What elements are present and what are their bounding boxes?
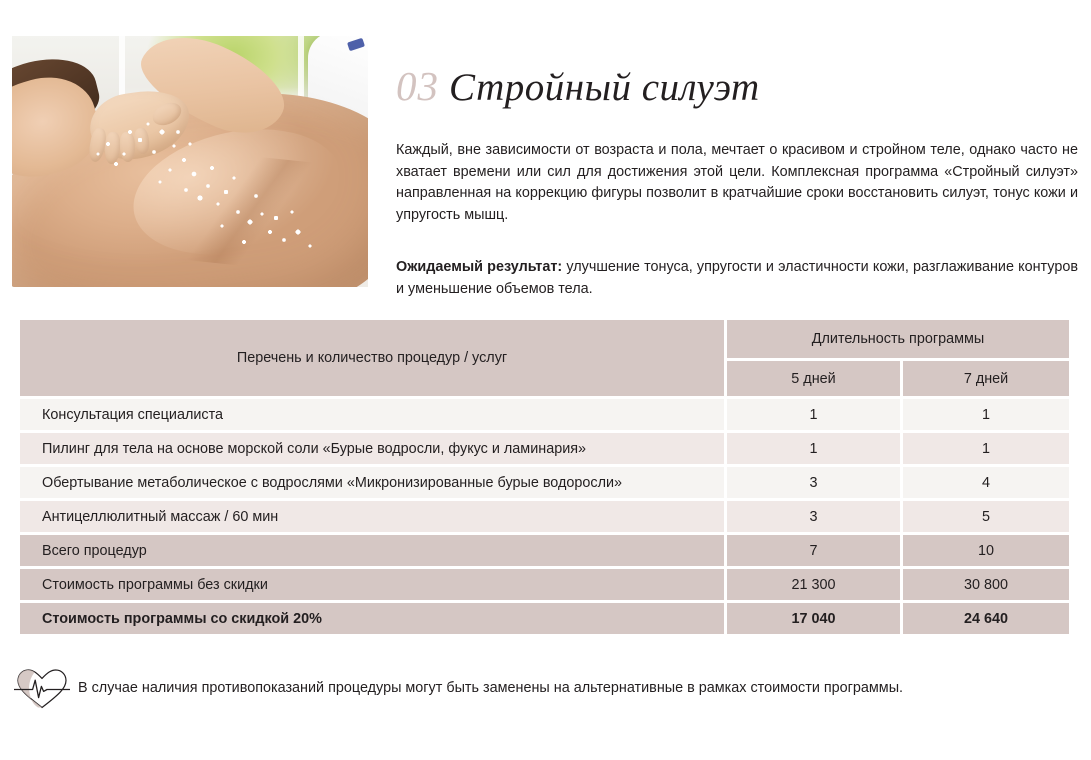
table-header-row-1: Перечень и количество процедур / услуг Д… <box>20 320 1073 399</box>
row-service-name: Консультация специалиста <box>20 399 727 433</box>
table-header-row-2: 5 дней 7 дней <box>20 361 1073 399</box>
section-title: Стройный силуэт <box>449 66 760 109</box>
row-value-5-days: 3 <box>727 467 903 501</box>
header-duration-group: Длительность программы <box>727 320 1073 361</box>
table-body: Консультация специалиста 1 1 Пилинг для … <box>20 399 1073 637</box>
row-value-5-days: 7 <box>727 535 903 569</box>
expected-result-paragraph: Ожидаемый результат: улучшение тонуса, у… <box>396 257 1078 300</box>
table-row-price-full: Стоимость программы без скидки 21 300 30… <box>20 569 1073 603</box>
row-value-7-days: 30 800 <box>903 569 1073 603</box>
row-service-name: Стоимость программы без скидки <box>20 569 727 603</box>
intro-paragraph: Каждый, вне зависимости от возраста и по… <box>396 142 1078 223</box>
header-7-days: 7 дней <box>903 361 1073 399</box>
row-value-7-days: 10 <box>903 535 1073 569</box>
row-service-name: Обертывание метаболическое с водрослями … <box>20 467 727 501</box>
expected-result-label: Ожидаемый результат: <box>396 259 563 276</box>
heart-pulse-icon <box>13 666 71 710</box>
row-service-name: Стоимость программы со скидкой 20% <box>20 603 727 637</box>
row-value-7-days: 1 <box>903 399 1073 433</box>
row-value-7-days: 24 640 <box>903 603 1073 637</box>
table-row: Антицеллюлитный массаж / 60 мин 3 5 <box>20 501 1073 535</box>
row-service-name: Пилинг для тела на основе морской соли «… <box>20 433 727 467</box>
row-value-5-days: 1 <box>727 399 903 433</box>
hero-photo <box>12 36 368 287</box>
program-table: Перечень и количество процедур / услуг Д… <box>20 320 1073 637</box>
expected-result-text: улучшение тонуса, упругости и эластичнос… <box>396 259 1078 297</box>
table-head: Перечень и количество процедур / услуг Д… <box>20 320 1073 399</box>
footer-note-text: В случае наличия противопоказаний процед… <box>78 680 904 696</box>
table-row: Пилинг для тела на основе морской соли «… <box>20 433 1073 467</box>
table-row-total: Всего процедур 7 10 <box>20 535 1073 569</box>
row-value-5-days: 3 <box>727 501 903 535</box>
row-value-5-days: 1 <box>727 433 903 467</box>
table-row: Обертывание метаболическое с водрослями … <box>20 467 1073 501</box>
header-5-days: 5 дней <box>727 361 903 399</box>
section-number: 03 <box>396 63 439 109</box>
table-row-price-discount: Стоимость программы со скидкой 20% 17 04… <box>20 603 1073 637</box>
page-title: 03 Стройный силуэт <box>396 62 760 110</box>
row-value-7-days: 5 <box>903 501 1073 535</box>
row-value-5-days: 17 040 <box>727 603 903 637</box>
row-value-7-days: 4 <box>903 467 1073 501</box>
table-row: Консультация специалиста 1 1 <box>20 399 1073 433</box>
row-service-name: Всего процедур <box>20 535 727 569</box>
footer-note: В случае наличия противопоказаний процед… <box>13 666 1078 710</box>
row-value-5-days: 21 300 <box>727 569 903 603</box>
header-services: Перечень и количество процедур / услуг <box>20 320 727 399</box>
photo-salt-scrub <box>12 36 368 287</box>
row-value-7-days: 1 <box>903 433 1073 467</box>
row-service-name: Антицеллюлитный массаж / 60 мин <box>20 501 727 535</box>
